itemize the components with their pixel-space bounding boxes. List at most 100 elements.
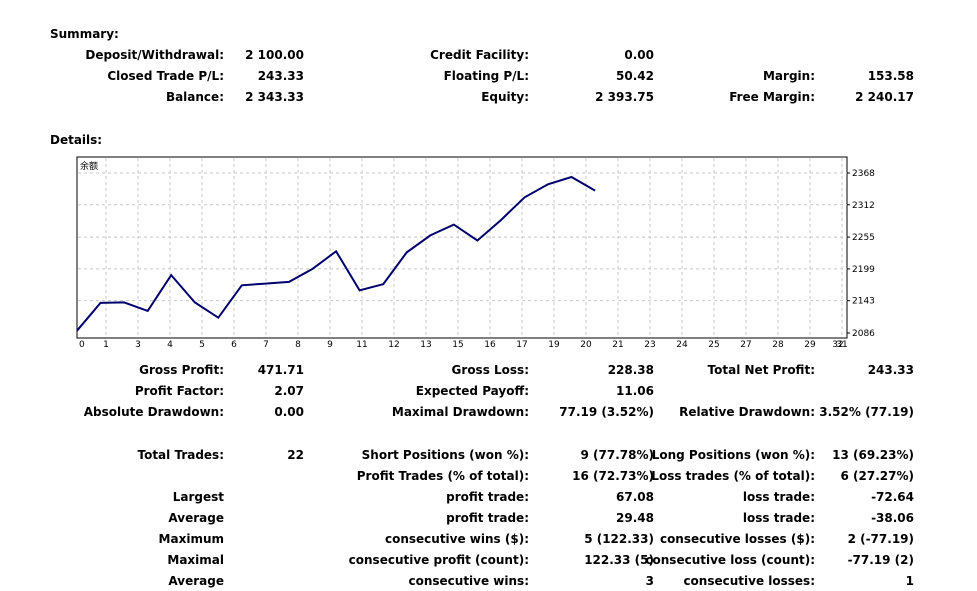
largest-loss-label: loss trade:	[742, 490, 815, 504]
rel-drawdown-label: Relative Drawdown:	[679, 405, 815, 419]
max-drawdown-label: Maximal Drawdown:	[391, 405, 529, 419]
x-tick-label: 15	[452, 340, 463, 350]
free-margin-label: Free Margin:	[729, 90, 815, 104]
chart-grid	[78, 158, 847, 338]
average-profit-label: profit trade:	[446, 511, 529, 525]
rel-drawdown-value: 3.52% (77.19)	[819, 405, 914, 419]
x-tick-label: 13	[420, 340, 431, 350]
maximum-label: Maximum	[158, 532, 224, 546]
average2-label: Average	[168, 574, 224, 588]
gross-loss-label: Gross Loss:	[451, 363, 529, 377]
loss-trades-value: 6 (27.27%)	[840, 469, 914, 483]
x-tick-label: 28	[772, 340, 784, 350]
average-profit-value: 29.48	[616, 511, 654, 525]
abs-drawdown-label: Absolute Drawdown:	[83, 405, 224, 419]
margin-value: 153.58	[867, 69, 914, 83]
x-tick-label: 6	[231, 340, 237, 350]
x-tick-label: 19	[548, 340, 560, 350]
gross-loss-value: 228.38	[607, 363, 654, 377]
balance-value: 2 343.33	[245, 90, 304, 104]
long-positions-value: 13 (69.23%)	[832, 448, 914, 462]
x-tick-label: 12	[388, 340, 399, 350]
closed-pl-value: 243.33	[257, 69, 304, 83]
average-loss-value: -38.06	[871, 511, 914, 525]
avg-cons-wins-value: 3	[645, 574, 654, 588]
balance-series-line	[76, 175, 596, 332]
x-tick-label: 25	[708, 340, 719, 350]
largest-label: Largest	[172, 490, 224, 504]
summary-title: Summary:	[50, 27, 119, 41]
y-tick-label: 2368	[852, 169, 875, 179]
floating-pl-label: Floating P/L:	[443, 69, 529, 83]
abs-drawdown-value: 0.00	[274, 405, 304, 419]
maximal-cons-loss-value: -77.19 (2)	[847, 553, 914, 567]
loss-trades-label: Loss trades (% of total):	[651, 469, 815, 483]
y-tick-label: 2199	[852, 265, 875, 275]
deposit-value: 2 100.00	[245, 48, 304, 62]
short-positions-label: Short Positions (won %):	[361, 448, 529, 462]
chart-y-axis: 2368 2312 2255 2199 2143 2086	[847, 169, 875, 339]
expected-payoff-label: Expected Payoff:	[415, 384, 529, 398]
x-tick-label: 7	[263, 340, 269, 350]
largest-profit-value: 67.08	[616, 490, 654, 504]
gross-profit-value: 471.71	[257, 363, 304, 377]
x-tick-label: 17	[516, 340, 527, 350]
x-tick-label: 24	[676, 340, 688, 350]
short-positions-value: 9 (77.78%)	[580, 448, 654, 462]
total-trades-value: 22	[287, 448, 304, 462]
credit-label: Credit Facility:	[430, 48, 529, 62]
avg-cons-losses-value: 1	[905, 574, 914, 588]
y-tick-label: 2312	[852, 201, 875, 211]
x-tick-label: 16	[484, 340, 496, 350]
profit-factor-value: 2.07	[274, 384, 304, 398]
expected-payoff-value: 11.06	[616, 384, 654, 398]
x-tick-label: 23	[644, 340, 655, 350]
free-margin-value: 2 240.17	[855, 90, 914, 104]
chart-title: 余额	[80, 160, 98, 172]
credit-value: 0.00	[624, 48, 654, 62]
gross-profit-label: Gross Profit:	[139, 363, 224, 377]
y-tick-label: 2143	[852, 297, 875, 307]
details-title: Details:	[50, 133, 103, 147]
x-tick-label: 27	[740, 340, 751, 350]
long-positions-label: Long Positions (won %):	[651, 448, 815, 462]
x-tick-label: 5	[199, 340, 205, 350]
x-tick-label: 8	[295, 340, 301, 350]
max-drawdown-value: 77.19 (3.52%)	[559, 405, 654, 419]
x-tick-label: 20	[580, 340, 592, 350]
total-trades-label: Total Trades:	[137, 448, 224, 462]
maximal-cons-profit-value: 122.33 (5)	[584, 553, 654, 567]
balance-label: Balance:	[165, 90, 224, 104]
maximal-cons-loss-label: consecutive loss (count):	[645, 553, 815, 567]
x-tick-label: 0	[79, 340, 85, 350]
margin-label: Margin:	[762, 69, 815, 83]
x-tick-label: 4	[167, 340, 173, 350]
chart-x-axis: 0 1 3 4 5 6 7 8 9 11 12 13 15 16 17 19 20 21 23 24 25 27 28 29 3…	[79, 340, 848, 350]
largest-profit-label: profit trade:	[446, 490, 529, 504]
x-tick-label: 1	[103, 340, 109, 350]
profit-trades-value: 16 (72.73%)	[572, 469, 654, 483]
avg-cons-losses-label: consecutive losses:	[683, 574, 815, 588]
maximal-cons-profit-label: consecutive profit (count):	[348, 553, 529, 567]
max-cons-losses-label: consecutive losses ($):	[659, 532, 815, 546]
equity-value: 2 393.75	[595, 90, 654, 104]
profit-trades-label: Profit Trades (% of total):	[356, 469, 529, 483]
floating-pl-value: 50.42	[616, 69, 654, 83]
max-cons-wins-value: 5 (122.33)	[584, 532, 654, 546]
net-profit-value: 243.33	[867, 363, 914, 377]
x-tick-label: 3	[135, 340, 141, 350]
x-tick-label: 31	[836, 340, 847, 350]
avg-cons-wins-label: consecutive wins:	[408, 574, 529, 588]
deposit-label: Deposit/Withdrawal:	[85, 48, 224, 62]
largest-loss-value: -72.64	[871, 490, 914, 504]
y-tick-label: 2255	[852, 233, 875, 243]
equity-label: Equity:	[481, 90, 529, 104]
max-cons-losses-value: 2 (-77.19)	[847, 532, 914, 546]
net-profit-label: Total Net Profit:	[707, 363, 815, 377]
closed-pl-label: Closed Trade P/L:	[107, 69, 224, 83]
chart-plot-area	[76, 156, 848, 339]
x-tick-label: 9	[327, 340, 333, 350]
max-cons-wins-label: consecutive wins ($):	[384, 532, 529, 546]
average-label: Average	[168, 511, 224, 525]
